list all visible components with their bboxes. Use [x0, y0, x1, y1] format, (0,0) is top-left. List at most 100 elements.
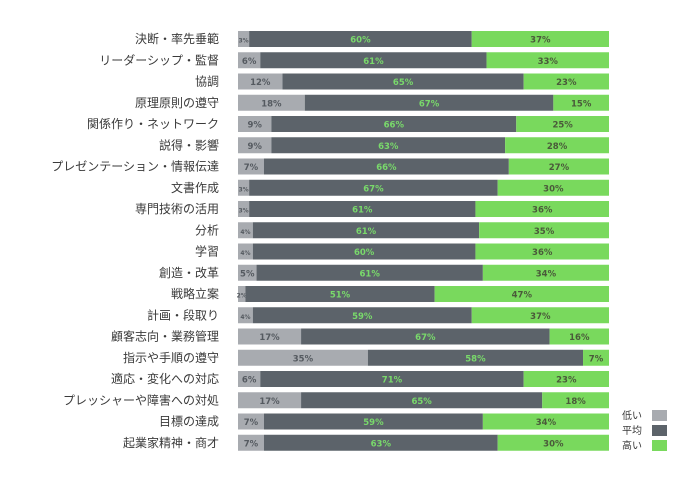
bar-row: 9% 66% 25%	[238, 116, 609, 132]
bar-segment-high	[482, 264, 609, 281]
bar-row: 5% 61% 34%	[238, 264, 609, 281]
data-label: 60%	[350, 36, 371, 46]
category-label: 創造・改革	[159, 266, 219, 280]
bar-row: 7% 59% 34%	[238, 413, 609, 430]
data-label: 51%	[330, 291, 351, 301]
data-label: 66%	[376, 163, 397, 173]
data-label: 4%	[240, 229, 250, 236]
data-label: 61%	[352, 206, 373, 216]
category-label: 目標の達成	[159, 415, 219, 429]
bar-segment-high	[497, 434, 609, 451]
data-label: 61%	[363, 57, 384, 67]
data-label: 12%	[250, 78, 271, 88]
bar-segment-high	[505, 137, 609, 154]
bar-row: 12% 65% 23%	[238, 73, 609, 90]
bar-segment-avg	[263, 434, 498, 451]
data-label: 59%	[363, 418, 384, 428]
bar-segment-low	[238, 179, 250, 196]
bar-segment-high	[508, 158, 609, 175]
bar-segment-avg	[260, 371, 524, 387]
bar-segment-low	[238, 264, 257, 281]
data-label: 63%	[378, 142, 399, 152]
data-label: 33%	[538, 57, 559, 67]
bar-segment-high	[553, 94, 609, 111]
legend-swatch	[652, 410, 667, 421]
data-label: 4%	[240, 314, 250, 321]
bar-row: 17% 65% 18%	[238, 392, 609, 409]
data-label: 18%	[565, 397, 586, 407]
category-label: 計画・段取り	[147, 307, 219, 322]
bar-segment-high	[475, 201, 609, 217]
bar-segment-low	[238, 392, 302, 409]
bar-row: 4% 61% 35%	[238, 222, 609, 239]
bar-segment-avg	[263, 413, 483, 430]
bar-segment-high	[583, 349, 609, 366]
bar-segment-avg	[301, 328, 550, 345]
data-label: 4%	[240, 250, 250, 257]
bar-segment-avg	[249, 179, 498, 196]
data-label: 2%	[237, 293, 247, 300]
bar-row: 18% 67% 15%	[238, 94, 609, 111]
data-label: 23%	[556, 78, 577, 88]
data-label: 34%	[536, 269, 557, 279]
bar-row: 4% 59% 37%	[238, 307, 609, 324]
legend-swatch	[652, 425, 667, 436]
bar-row: 2% 51% 47%	[237, 286, 609, 302]
bar-row: 35% 58% 7%	[238, 349, 609, 366]
data-label: 3%	[238, 38, 248, 45]
data-label: 63%	[371, 439, 392, 449]
data-label: 28%	[547, 142, 568, 152]
data-label: 9%	[247, 142, 262, 152]
data-label: 7%	[589, 354, 604, 364]
category-label: プレッシャーや障害への対処	[63, 392, 219, 407]
data-label: 67%	[419, 99, 440, 109]
data-label: 61%	[360, 269, 381, 279]
bar-segment-avg	[256, 264, 483, 281]
data-label: 35%	[534, 227, 555, 237]
bar-segment-avg	[252, 307, 472, 324]
bar-segment-low	[238, 222, 253, 239]
bar-segment-high	[523, 371, 609, 387]
data-label: 6%	[242, 57, 257, 67]
bar-segment-avg	[304, 94, 554, 111]
data-label: 7%	[244, 418, 259, 428]
data-label: 16%	[569, 333, 590, 343]
data-label: 17%	[259, 333, 280, 343]
bar-segment-avg	[252, 243, 476, 260]
data-label: 61%	[356, 227, 377, 237]
bar-segment-high	[486, 52, 609, 69]
category-label: 文書作成	[171, 180, 219, 195]
bar-row: 4% 60% 36%	[238, 243, 609, 260]
bar-segment-avg	[249, 201, 476, 217]
bar-segment-high	[516, 116, 609, 132]
data-label: 3%	[238, 208, 248, 215]
bar-segment-low	[238, 371, 261, 387]
bar-segment-high	[497, 179, 609, 196]
bar-row: 17% 67% 16%	[238, 328, 609, 345]
data-label: 9%	[247, 121, 262, 131]
bar-segment-avg	[301, 392, 543, 409]
bar-segment-low	[238, 73, 283, 90]
category-label: 原理原則の遵守	[135, 95, 219, 110]
data-label: 67%	[363, 184, 384, 194]
bar-row: 3% 61% 36%	[238, 201, 609, 217]
category-label: 学習	[195, 244, 219, 259]
category-label: 説得・影響	[159, 137, 219, 152]
data-label: 47%	[512, 291, 533, 301]
bar-segment-low	[238, 286, 246, 302]
data-label: 3%	[238, 186, 248, 193]
category-label: 決断・率先垂範	[135, 31, 219, 46]
data-label: 65%	[393, 78, 414, 88]
bar-segment-avg	[252, 222, 480, 239]
bar-row: 3% 60% 37%	[238, 31, 609, 47]
bar-segment-low	[238, 328, 302, 345]
bar-segment-avg	[249, 31, 472, 47]
bar-segment-avg	[367, 349, 584, 366]
bar-segment-high	[471, 31, 609, 47]
category-label: リーダーシップ・監督	[99, 52, 219, 67]
bar-segment-avg	[271, 116, 517, 132]
data-label: 15%	[571, 99, 592, 109]
bar-row: 3% 67% 30%	[238, 179, 609, 196]
